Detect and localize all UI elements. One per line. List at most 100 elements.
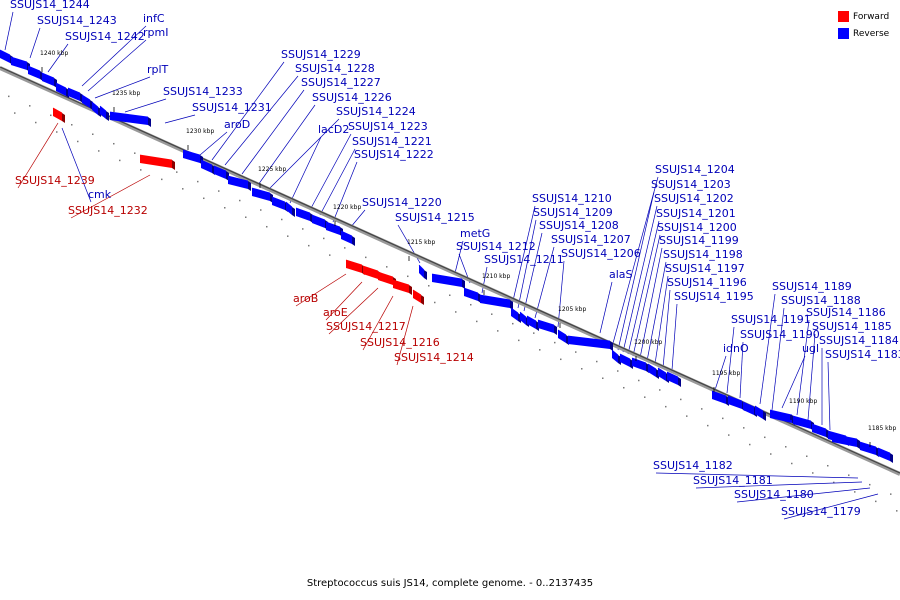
label-connector — [639, 247, 663, 359]
gene-block — [418, 264, 427, 280]
label-connector — [739, 341, 744, 399]
gene-label: SSUJS14_1199 — [659, 234, 739, 247]
gene-label: SSUJS14_1198 — [663, 248, 743, 261]
gene-block — [754, 405, 766, 421]
gene-label: SSUJS14_1204 — [655, 163, 735, 176]
gene-block — [340, 230, 355, 246]
track-dot — [686, 415, 688, 417]
gene-label: idnO — [723, 342, 749, 355]
legend-label-forward: Forward — [853, 11, 890, 22]
track-dot — [260, 209, 262, 211]
gene-block — [412, 289, 424, 305]
label-connector — [646, 261, 667, 362]
track-dot — [323, 237, 325, 240]
gene-label: SSUJS14_1231 — [192, 101, 272, 114]
gene-block — [182, 149, 203, 165]
track-dot — [560, 358, 562, 361]
label-connector — [759, 293, 776, 405]
label-connector — [289, 136, 322, 204]
track-dot — [533, 332, 535, 334]
gene-label: SSUJS14_1242 — [65, 30, 145, 43]
gene-block — [52, 107, 65, 123]
label-connectors — [4, 11, 879, 520]
reverse-swatch — [838, 28, 849, 39]
track-dot — [308, 244, 310, 247]
track-dot — [644, 396, 646, 398]
label-connector — [124, 98, 167, 113]
gene-label: SSUJS14_1201 — [656, 207, 736, 220]
track-dot — [827, 464, 829, 467]
gene-label: SSUJS14_1189 — [772, 280, 852, 293]
label-connector — [61, 127, 92, 203]
track-dot — [176, 171, 178, 173]
track-dot — [8, 95, 10, 98]
gene-label: SSUJS14_1180 — [734, 488, 814, 501]
label-connector — [627, 220, 660, 355]
track-dot — [623, 386, 625, 389]
track-dot — [785, 446, 787, 448]
label-connector — [325, 281, 363, 321]
tick-label: 1225 kbp — [258, 166, 286, 173]
scale-ticks: 1240 kbp 1235 kbp 1230 kbp 1225 kbp 1220 kbp… — [40, 50, 896, 447]
tick-label: 1215 kbp — [407, 239, 435, 246]
label-connector — [29, 27, 41, 59]
gene-label: aroE — [323, 306, 348, 319]
track-dot — [287, 235, 289, 237]
track-dot — [329, 254, 331, 256]
track-dot — [14, 112, 16, 114]
gene-label: SSUJS14_1206 — [561, 247, 641, 260]
track-dot — [791, 462, 793, 465]
label-connector — [70, 174, 151, 219]
gene-block — [479, 294, 513, 310]
track-dot — [92, 133, 94, 135]
gene-label: ugl — [802, 342, 819, 355]
track-dot — [449, 294, 451, 296]
track-dot — [113, 142, 115, 145]
track-dot — [239, 199, 241, 202]
track-dot — [659, 389, 661, 391]
gene-block — [567, 335, 613, 351]
gene-label: SSUJS14_1215 — [395, 211, 475, 224]
label-connector — [617, 191, 655, 351]
genome-caption: Streptococcus suis JS14, complete genome… — [306, 578, 594, 589]
label-connector — [534, 246, 555, 319]
gene-label: SSUJS14_1196 — [667, 276, 747, 289]
label-connector — [199, 131, 228, 156]
track-dot — [29, 105, 31, 107]
legend-item-forward: Forward — [838, 9, 889, 24]
tick-label: 1230 kbp — [186, 128, 214, 135]
track-dot — [197, 180, 199, 183]
track-dot — [161, 178, 163, 181]
track-dot — [266, 225, 268, 228]
track-dot — [854, 491, 856, 493]
label-connector — [328, 287, 379, 335]
tick-label: 1240 kbp — [40, 50, 68, 57]
tick-label: 1195 kbp — [712, 370, 740, 377]
track-dot — [848, 474, 850, 476]
track-dot — [575, 351, 577, 353]
label-connector — [655, 472, 859, 479]
gene-label: SSUJS14_1222 — [354, 148, 434, 161]
gene-block — [10, 56, 30, 72]
gene-label: SSUJS14_1217 — [326, 320, 406, 333]
gene-block — [831, 433, 860, 449]
label-connector — [671, 303, 678, 371]
track-dot — [806, 455, 808, 458]
gene-features — [0, 49, 893, 463]
gene-block — [431, 273, 465, 289]
track-dot — [344, 247, 346, 249]
track-dot — [365, 256, 367, 259]
track-dot — [701, 408, 703, 410]
gene-label: SSUJS14_1183 — [825, 348, 900, 361]
label-connector — [783, 493, 879, 520]
gene-label: aroB — [293, 292, 318, 305]
label-connector — [396, 305, 414, 366]
track-dot — [182, 188, 184, 190]
track-dot — [218, 190, 220, 192]
gene-block — [392, 279, 412, 295]
gene-block — [285, 201, 295, 217]
label-connector — [557, 260, 565, 328]
gene-label: metG — [460, 227, 490, 240]
label-connector — [17, 122, 59, 189]
track-dot — [743, 427, 745, 429]
